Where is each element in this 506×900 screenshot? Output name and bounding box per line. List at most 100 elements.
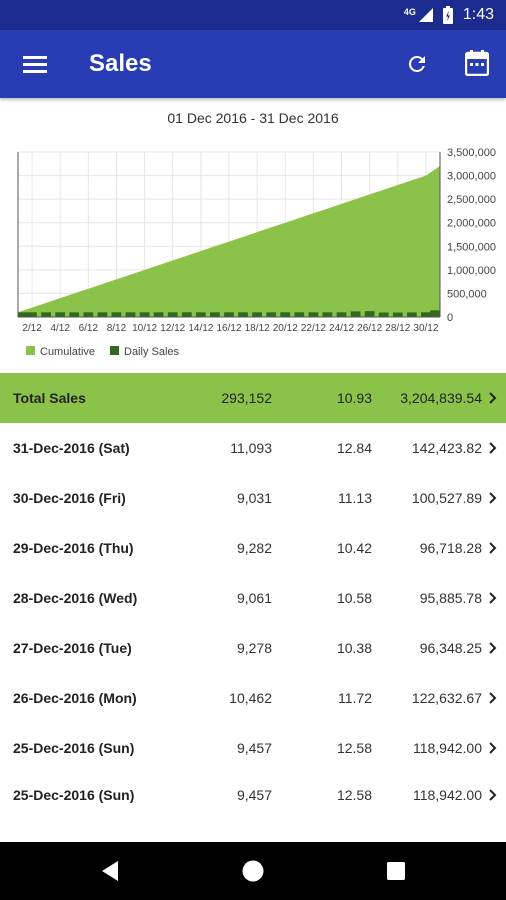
table-row[interactable]: 31-Dec-2016 (Sat) 11,093 12.84 142,423.82	[0, 423, 506, 473]
menu-icon	[23, 56, 47, 73]
home-icon	[242, 860, 264, 882]
app-bar: Sales	[0, 30, 506, 98]
daily-sales-bar	[69, 312, 80, 317]
row-date: 25-Dec-2016 (Sun)	[13, 787, 135, 803]
legend-swatch-cumulative	[26, 346, 35, 355]
table-row[interactable]: 27-Dec-2016 (Tue) 9,278 10.38 96,348.25	[0, 623, 506, 673]
row-avg: 12.58	[336, 740, 372, 756]
x-tick-label: 2/12	[22, 323, 42, 334]
y-tick-label: 0	[447, 312, 453, 324]
x-tick-label: 28/12	[385, 323, 410, 334]
home-button[interactable]	[223, 842, 283, 900]
row-qty: 9,457	[236, 740, 272, 756]
chevron-right-icon	[489, 392, 497, 404]
table-row[interactable]: 30-Dec-2016 (Fri) 9,031 11.13 100,527.89	[0, 473, 506, 523]
daily-sales-bar	[111, 312, 122, 317]
calendar-icon	[465, 50, 489, 76]
recents-icon	[387, 862, 405, 880]
daily-sales-bar	[280, 312, 291, 317]
x-tick-label: 12/12	[160, 323, 185, 334]
daily-sales-bar	[55, 312, 66, 317]
daily-sales-bar	[41, 312, 51, 317]
table-row[interactable]: 26-Dec-2016 (Mon) 10,462 11.72 122,632.67	[0, 673, 506, 723]
daily-sales-bar	[421, 312, 431, 317]
row-avg: 12.84	[336, 440, 372, 456]
x-tick-label: 6/12	[79, 323, 99, 334]
calendar-button[interactable]	[462, 48, 492, 78]
x-tick-label: 18/12	[245, 323, 270, 334]
back-button[interactable]	[80, 842, 140, 900]
daily-sales-bar	[350, 311, 361, 317]
menu-button[interactable]	[20, 50, 50, 78]
back-icon	[102, 861, 118, 881]
daily-sales-bar	[266, 312, 277, 317]
daily-sales-bar	[18, 312, 28, 317]
row-date: 30-Dec-2016 (Fri)	[13, 490, 126, 506]
daily-sales-bar	[294, 312, 305, 317]
signal-indicator: 4G	[404, 7, 433, 22]
daily-sales-bar	[252, 312, 262, 317]
chevron-right-icon	[489, 789, 497, 801]
navigation-bar	[0, 842, 506, 900]
chevron-right-icon	[489, 692, 497, 704]
row-qty: 9,061	[236, 590, 272, 606]
row-amount: 100,527.89	[411, 490, 482, 506]
row-qty: 10,462	[229, 690, 272, 706]
table-row[interactable]: 28-Dec-2016 (Wed) 9,061 10.58 95,885.78	[0, 573, 506, 623]
y-tick-label: 1,500,000	[447, 241, 496, 253]
table-row[interactable]: 29-Dec-2016 (Thu) 9,282 10.42 96,718.28	[0, 523, 506, 573]
daily-sales-bar	[83, 312, 94, 317]
page-title: Sales	[89, 50, 152, 77]
x-tick-label: 30/12	[413, 323, 438, 334]
chevron-right-icon	[489, 542, 497, 554]
x-tick-label: 26/12	[357, 323, 382, 334]
daily-sales-bar	[97, 312, 108, 317]
recents-button[interactable]	[366, 842, 426, 900]
y-tick-label: 3,000,000	[447, 171, 496, 183]
row-amount: 118,942.00	[412, 787, 482, 803]
legend-label-cumulative: Cumulative	[40, 346, 95, 358]
daily-sales-bar	[153, 312, 164, 317]
row-qty: 9,282	[236, 540, 272, 556]
table-row[interactable]: 25-Dec-2016 (Sun) 9,457 12.58 118,942.00	[0, 723, 506, 773]
y-tick-label: 3,500,000	[447, 147, 496, 159]
refresh-button[interactable]	[402, 50, 432, 78]
daily-sales-bar	[238, 312, 248, 317]
total-avg: 10.93	[336, 390, 372, 406]
chevron-right-icon	[489, 492, 497, 504]
daily-sales-bar	[125, 312, 136, 317]
daily-sales-bar	[322, 312, 333, 317]
cumulative-area	[18, 165, 440, 317]
daily-sales-bar	[167, 312, 178, 317]
row-avg: 12.58	[336, 787, 372, 803]
row-date: 29-Dec-2016 (Thu)	[13, 540, 134, 556]
daily-sales-bar	[181, 312, 192, 317]
row-qty: 9,278	[236, 640, 272, 656]
row-qty: 9,031	[236, 490, 272, 506]
battery-icon	[442, 6, 453, 24]
row-avg: 11.72	[338, 690, 372, 706]
row-amount: 96,718.28	[419, 540, 482, 556]
table-row[interactable]: 25-Dec-2016 (Sun) 9,457 12.58 118,942.00	[0, 773, 506, 817]
daily-sales-bar	[195, 312, 206, 317]
row-amount: 122,632.67	[411, 690, 482, 706]
row-date: 31-Dec-2016 (Sat)	[13, 440, 130, 456]
row-date: 27-Dec-2016 (Tue)	[13, 640, 132, 656]
y-tick-label: 500,000	[447, 288, 487, 300]
total-qty: 293,152	[221, 390, 272, 406]
daily-sales-bar	[139, 312, 150, 317]
row-date: 26-Dec-2016 (Mon)	[13, 690, 137, 706]
x-tick-label: 16/12	[216, 323, 241, 334]
date-range-label: 01 Dec 2016 - 31 Dec 2016	[167, 110, 339, 126]
row-amount: 96,348.25	[419, 640, 482, 656]
total-sales-row[interactable]: Total Sales 293,152 10.93 3,204,839.54	[0, 373, 506, 423]
sales-chart: 0 500,000 1,000,000 1,500,000 2,000,000 2,500…	[0, 140, 506, 370]
sales-table: Total Sales 293,152 10.93 3,204,839.54 3…	[0, 373, 506, 817]
status-time: 1:43	[462, 6, 494, 23]
legend-swatch-daily-sales	[110, 346, 119, 355]
chevron-right-icon	[489, 442, 497, 454]
chevron-right-icon	[489, 592, 497, 604]
row-date: 25-Dec-2016 (Sun)	[13, 740, 135, 756]
chevron-right-icon	[489, 642, 497, 654]
daily-sales-bar	[336, 312, 347, 317]
